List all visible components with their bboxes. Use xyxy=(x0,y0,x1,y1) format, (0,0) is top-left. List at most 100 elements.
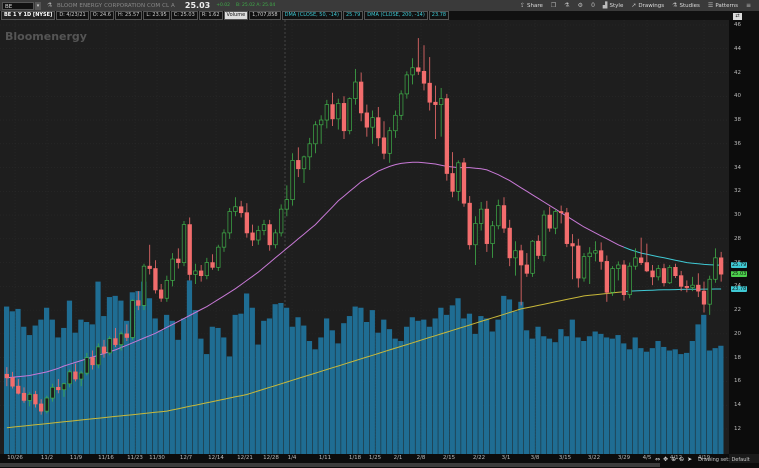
symbol-dropdown-button[interactable]: ▾ xyxy=(35,1,41,10)
share-button[interactable]: ⇪ Share xyxy=(520,2,543,9)
x-tick-label: 11/2 xyxy=(40,455,54,461)
y-tick-label: 40 xyxy=(734,93,741,100)
bid-ask: B: 25.02 A: 25.04 xyxy=(236,3,276,8)
grid-count-icon: 0 xyxy=(591,2,595,9)
x-tick-label: 4/19 xyxy=(697,455,711,461)
flask-icon[interactable]: ⚗ xyxy=(47,1,53,9)
y-tick-label: 16 xyxy=(734,378,741,385)
studies-icon: ⚗ xyxy=(672,2,678,9)
x-tick-label: 11/30 xyxy=(149,455,165,461)
y-tick-label: 28 xyxy=(734,235,741,242)
x-tick-label: 11/23 xyxy=(127,455,143,461)
x-tick-label: 1/11 xyxy=(318,455,332,461)
chart-scrollbar[interactable] xyxy=(0,463,660,467)
dma200-value: 23.78 xyxy=(428,11,450,20)
last-price: 25.03 xyxy=(184,1,211,10)
info-date: D: 4/23/21 xyxy=(56,11,89,20)
chart-info-bar: BE 1 Y 1D [NYSE] D: 4/23/21 O: 24.6 H: 2… xyxy=(0,11,759,20)
y-tick-label: 46 xyxy=(734,22,741,28)
flask-button[interactable]: ⚗ xyxy=(564,2,569,9)
dma200-study-label[interactable]: DMA (CLOSE, 200, -14) xyxy=(364,11,428,20)
studies-label: Studies xyxy=(679,2,700,9)
patterns-label: Patterns xyxy=(715,2,738,9)
y-tick-label: 22 xyxy=(734,307,741,314)
volume-study-label[interactable]: Volume xyxy=(223,11,249,20)
y-tick-label: 20 xyxy=(734,330,741,337)
detach-button[interactable]: ❐ xyxy=(551,2,556,9)
top-toolbar: BE ▾ ⚗ BLOOM ENERGY CORPORATION COM CL A… xyxy=(0,0,759,11)
price-axis[interactable]: 12141618202224262830323436384042444625.7… xyxy=(729,20,759,454)
flask-icon: ⚗ xyxy=(564,2,570,9)
axis-toggle-icon[interactable]: ⇄ xyxy=(733,13,742,20)
drawing-set-label[interactable]: Drawing set: Default xyxy=(698,456,750,463)
company-name: BLOOM ENERGY CORPORATION COM CL A xyxy=(57,2,175,9)
x-tick-label: 2/15 xyxy=(442,455,456,461)
patterns-button[interactable]: ☰ Patterns xyxy=(708,2,738,9)
cursor-icon[interactable]: ➤ xyxy=(687,456,693,463)
x-tick-label: 1/4 xyxy=(287,455,297,461)
style-button[interactable]: ▟ Style xyxy=(603,2,623,9)
patterns-icon: ☰ xyxy=(707,2,714,9)
y-tick-label: 42 xyxy=(734,69,741,76)
x-tick-label: 3/8 xyxy=(530,455,540,461)
menu-icon: ≡ xyxy=(745,2,751,9)
x-tick-label: 4/5 xyxy=(642,455,652,461)
time-axis[interactable]: 10/26 11/2 11/9 11/16 11/23 11/30 12/7 12/14 12/… xyxy=(0,454,729,463)
move-icon[interactable]: ✥ xyxy=(663,456,669,463)
price-axis-marker: 23.78 xyxy=(731,285,748,292)
y-tick-label: 44 xyxy=(734,45,741,52)
x-tick-label: 2/1 xyxy=(393,455,403,461)
price-axis-marker: 25.03 xyxy=(731,271,748,278)
y-tick-label: 18 xyxy=(734,354,741,361)
pan-arrows-icon[interactable]: ⇔ xyxy=(655,456,661,463)
drawings-label: Drawings xyxy=(638,2,665,9)
zoom-out-icon[interactable]: ⊖ xyxy=(679,456,685,463)
x-tick-label: 12/21 xyxy=(237,455,253,461)
x-tick-label: 3/15 xyxy=(558,455,572,461)
price-chart-area[interactable]: Bloomenergy xyxy=(0,20,729,454)
y-tick-label: 32 xyxy=(734,188,741,195)
info-open: O: 24.6 xyxy=(89,11,114,20)
y-tick-label: 14 xyxy=(734,402,741,409)
style-icon: ▟ xyxy=(602,2,608,9)
info-close: C: 25.03 xyxy=(170,11,198,20)
info-high: H: 25.57 xyxy=(114,11,143,20)
x-tick-label: 3/1 xyxy=(501,455,511,461)
company-logo-watermark: Bloomenergy xyxy=(5,30,87,43)
y-tick-label: 34 xyxy=(734,164,741,171)
settings-button[interactable]: ⚙ xyxy=(578,2,583,9)
share-icon: ⇪ xyxy=(519,2,526,9)
x-tick-label: 12/7 xyxy=(179,455,193,461)
style-label: Style xyxy=(609,2,624,9)
x-tick-label: 1/18 xyxy=(348,455,362,461)
share-label: Share xyxy=(527,2,543,9)
x-tick-label: 2/22 xyxy=(472,455,486,461)
zoom-in-icon[interactable]: ⊕ xyxy=(671,456,677,463)
candlestick-chart xyxy=(0,20,729,454)
menu-button[interactable]: ≡ xyxy=(746,2,751,9)
dma50-study-label[interactable]: DMA (CLOSE, 50, -14) xyxy=(281,11,342,20)
x-tick-label: 3/29 xyxy=(617,455,631,461)
volume-value: 1,707,858 xyxy=(249,11,281,20)
chart-title[interactable]: BE 1 Y 1D [NYSE] xyxy=(1,11,56,20)
x-tick-label: 10/26 xyxy=(7,455,23,461)
y-tick-label: 38 xyxy=(734,117,741,124)
y-tick-label: 30 xyxy=(734,212,741,219)
drawings-button[interactable]: ➚ Drawings xyxy=(631,2,664,9)
x-tick-label: 4/12 xyxy=(669,455,683,461)
y-tick-label: 12 xyxy=(734,425,741,432)
studies-button[interactable]: ⚗ Studies xyxy=(672,2,700,9)
x-tick-label: 11/16 xyxy=(98,455,114,461)
dma50-value: 25.79 xyxy=(342,11,364,20)
info-range: R: 1.62 xyxy=(198,11,223,20)
price-change: +0.02 xyxy=(216,3,231,8)
symbol-input[interactable]: BE xyxy=(2,1,34,10)
x-tick-label: 3/22 xyxy=(587,455,601,461)
x-tick-label: 11/9 xyxy=(69,455,83,461)
toolbar-actions: ⇪ Share ❐ ⚗ ⚙ 0 ▟ Style ➚ Drawings ⚗ Studies… xyxy=(520,0,759,11)
grid-count-button[interactable]: 0 xyxy=(591,2,595,9)
price-axis-marker: 25.79 xyxy=(731,262,748,269)
x-tick-label: 12/14 xyxy=(208,455,224,461)
chart-bottom-tools: ⇔ ✥ ⊕ ⊖ ➤ Drawing set: Default xyxy=(655,456,750,463)
x-tick-label: 1/25 xyxy=(368,455,382,461)
